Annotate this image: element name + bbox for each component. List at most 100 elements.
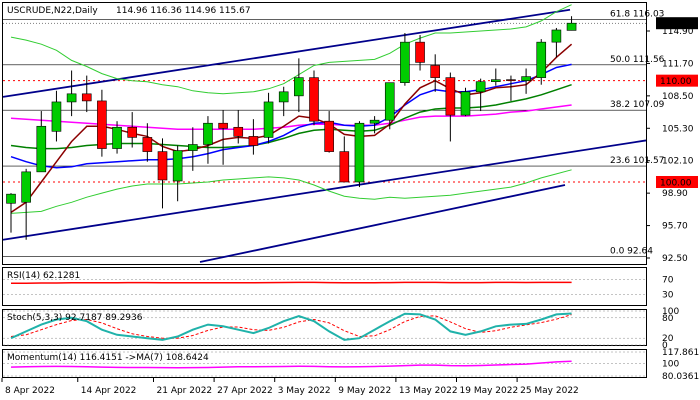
level-price-text: 100.00 bbox=[660, 178, 692, 188]
channel-middle bbox=[2, 139, 647, 241]
momentum-panel-frame bbox=[2, 349, 647, 378]
candle-body bbox=[369, 119, 380, 124]
fib-label: 61.8 116.03 bbox=[610, 10, 664, 20]
candle-body bbox=[521, 76, 531, 81]
current-price-tag bbox=[656, 17, 698, 30]
candle-body bbox=[400, 41, 410, 83]
price-tick-label: 98.90 bbox=[662, 189, 688, 199]
candle-body bbox=[506, 79, 516, 81]
momentum-level-label: 80.0361 bbox=[662, 372, 699, 382]
band-upper-line bbox=[10, 4, 572, 95]
candle-body bbox=[278, 91, 289, 103]
main-labels: 61.8 116.03 50.0 111.56 38.2 107.09 23.6 10… bbox=[610, 10, 698, 264]
stoch-label: Stoch(5,3,3) 92.7187 89.2936 bbox=[7, 313, 143, 323]
rsi-level-label: 70 bbox=[662, 275, 674, 285]
time-tick-label: 19 May 2022 bbox=[460, 386, 519, 396]
candle-body bbox=[445, 77, 456, 116]
main-candles[interactable] bbox=[6, 16, 577, 240]
candle-body bbox=[97, 100, 107, 149]
candle-body bbox=[309, 77, 319, 122]
channel-upper bbox=[2, 8, 571, 98]
main-series bbox=[2, 4, 647, 263]
candle-body bbox=[460, 91, 471, 116]
price-tick-label: 102.10 bbox=[662, 157, 694, 167]
candle-body bbox=[188, 144, 198, 151]
candle-body bbox=[248, 136, 259, 146]
price-tick-label: 114.90 bbox=[662, 27, 694, 37]
candle-body bbox=[142, 137, 153, 152]
channel-lower bbox=[199, 184, 566, 263]
price-tick-label: 105.30 bbox=[662, 124, 694, 134]
candle-body bbox=[536, 41, 547, 78]
time-tick-label: 3 May 2022 bbox=[278, 386, 331, 396]
time-axis: 8 Apr 2022 14 Apr 2022 21 Apr 2022 27 Apr 2… bbox=[1, 378, 579, 396]
fib-label: 50.0 111.56 bbox=[610, 55, 665, 65]
stoch-level-label: 0 bbox=[662, 341, 668, 351]
rsi-level-label: 30 bbox=[662, 291, 674, 301]
momentum-label: Momentum(14) 116.4151 ->MA(7) 108.6424 bbox=[7, 353, 209, 363]
rsi-label: RSI(14) 62.1281 bbox=[7, 271, 80, 281]
ma-fast-line bbox=[10, 43, 573, 214]
price-tick-label: 92.50 bbox=[662, 254, 688, 264]
band-lower-line bbox=[10, 169, 572, 214]
price-tick-label: 95.70 bbox=[662, 222, 688, 232]
main-panel-frame bbox=[2, 2, 647, 265]
candle-body bbox=[51, 101, 62, 132]
momentum-line bbox=[10, 360, 572, 369]
rsi-series: 70 30 bbox=[3, 275, 674, 301]
time-tick-label: 25 May 2022 bbox=[520, 386, 579, 396]
stoch-panel-frame bbox=[2, 309, 647, 346]
ohlc-label: 114.96 116.36 114.96 115.67 bbox=[116, 6, 251, 16]
ma-mid-line bbox=[10, 63, 572, 169]
stoch-k-line bbox=[10, 312, 572, 341]
fib-label: 23.6 101.57 bbox=[610, 156, 664, 166]
price-tick-label: 111.70 bbox=[662, 59, 694, 69]
candle-body bbox=[490, 79, 501, 82]
candle-body bbox=[157, 151, 168, 181]
price-tick-label: 108.50 bbox=[662, 92, 694, 102]
candle-body bbox=[36, 125, 47, 173]
candle-body bbox=[127, 126, 137, 138]
candle-body bbox=[475, 81, 486, 93]
ma-slow-line bbox=[10, 83, 572, 150]
rsi-line bbox=[11, 281, 572, 284]
current-price-text: 115.67 bbox=[660, 20, 692, 30]
candle-body bbox=[218, 122, 228, 129]
candle-body bbox=[430, 65, 441, 78]
rsi-panel-frame bbox=[2, 267, 647, 306]
stoch-level-label: 100 bbox=[662, 307, 679, 317]
candle-body bbox=[6, 193, 16, 204]
candle-body bbox=[81, 93, 92, 102]
time-tick-label: 14 Apr 2022 bbox=[81, 386, 137, 396]
candle-body bbox=[339, 151, 350, 183]
fib-label: 38.2 107.09 bbox=[610, 100, 665, 110]
candle-body bbox=[294, 77, 304, 97]
candle-body bbox=[172, 150, 183, 182]
level-price-tag bbox=[656, 175, 698, 188]
candle-body bbox=[324, 120, 334, 152]
fib-label: 0.0 92.64 bbox=[610, 247, 653, 257]
candle-body bbox=[415, 41, 425, 63]
candle-body bbox=[263, 101, 274, 138]
candle-body bbox=[21, 171, 31, 203]
symbol-label: USCRUDE,N22,Daily bbox=[7, 6, 98, 16]
momentum-series: 117.8617100 80.0361 bbox=[3, 348, 700, 382]
candle-body bbox=[66, 93, 77, 103]
time-tick-label: 21 Apr 2022 bbox=[157, 386, 213, 396]
candle-body bbox=[551, 29, 562, 43]
level-price-tag bbox=[656, 74, 698, 87]
level-price-text: 110.00 bbox=[660, 77, 692, 87]
stoch-level-label: 80 bbox=[662, 314, 674, 324]
candle-body bbox=[203, 122, 213, 145]
time-tick-label: 9 May 2022 bbox=[338, 386, 391, 396]
time-tick-label: 8 Apr 2022 bbox=[5, 386, 55, 396]
candle-body bbox=[112, 126, 122, 149]
candle-body bbox=[354, 122, 365, 183]
candle-body bbox=[384, 82, 395, 121]
time-tick-label: 13 May 2022 bbox=[399, 386, 458, 396]
candle-body bbox=[233, 126, 244, 137]
momentum-level-label: 117.8617 bbox=[662, 348, 700, 358]
momentum-level-label: 100 bbox=[662, 359, 679, 369]
